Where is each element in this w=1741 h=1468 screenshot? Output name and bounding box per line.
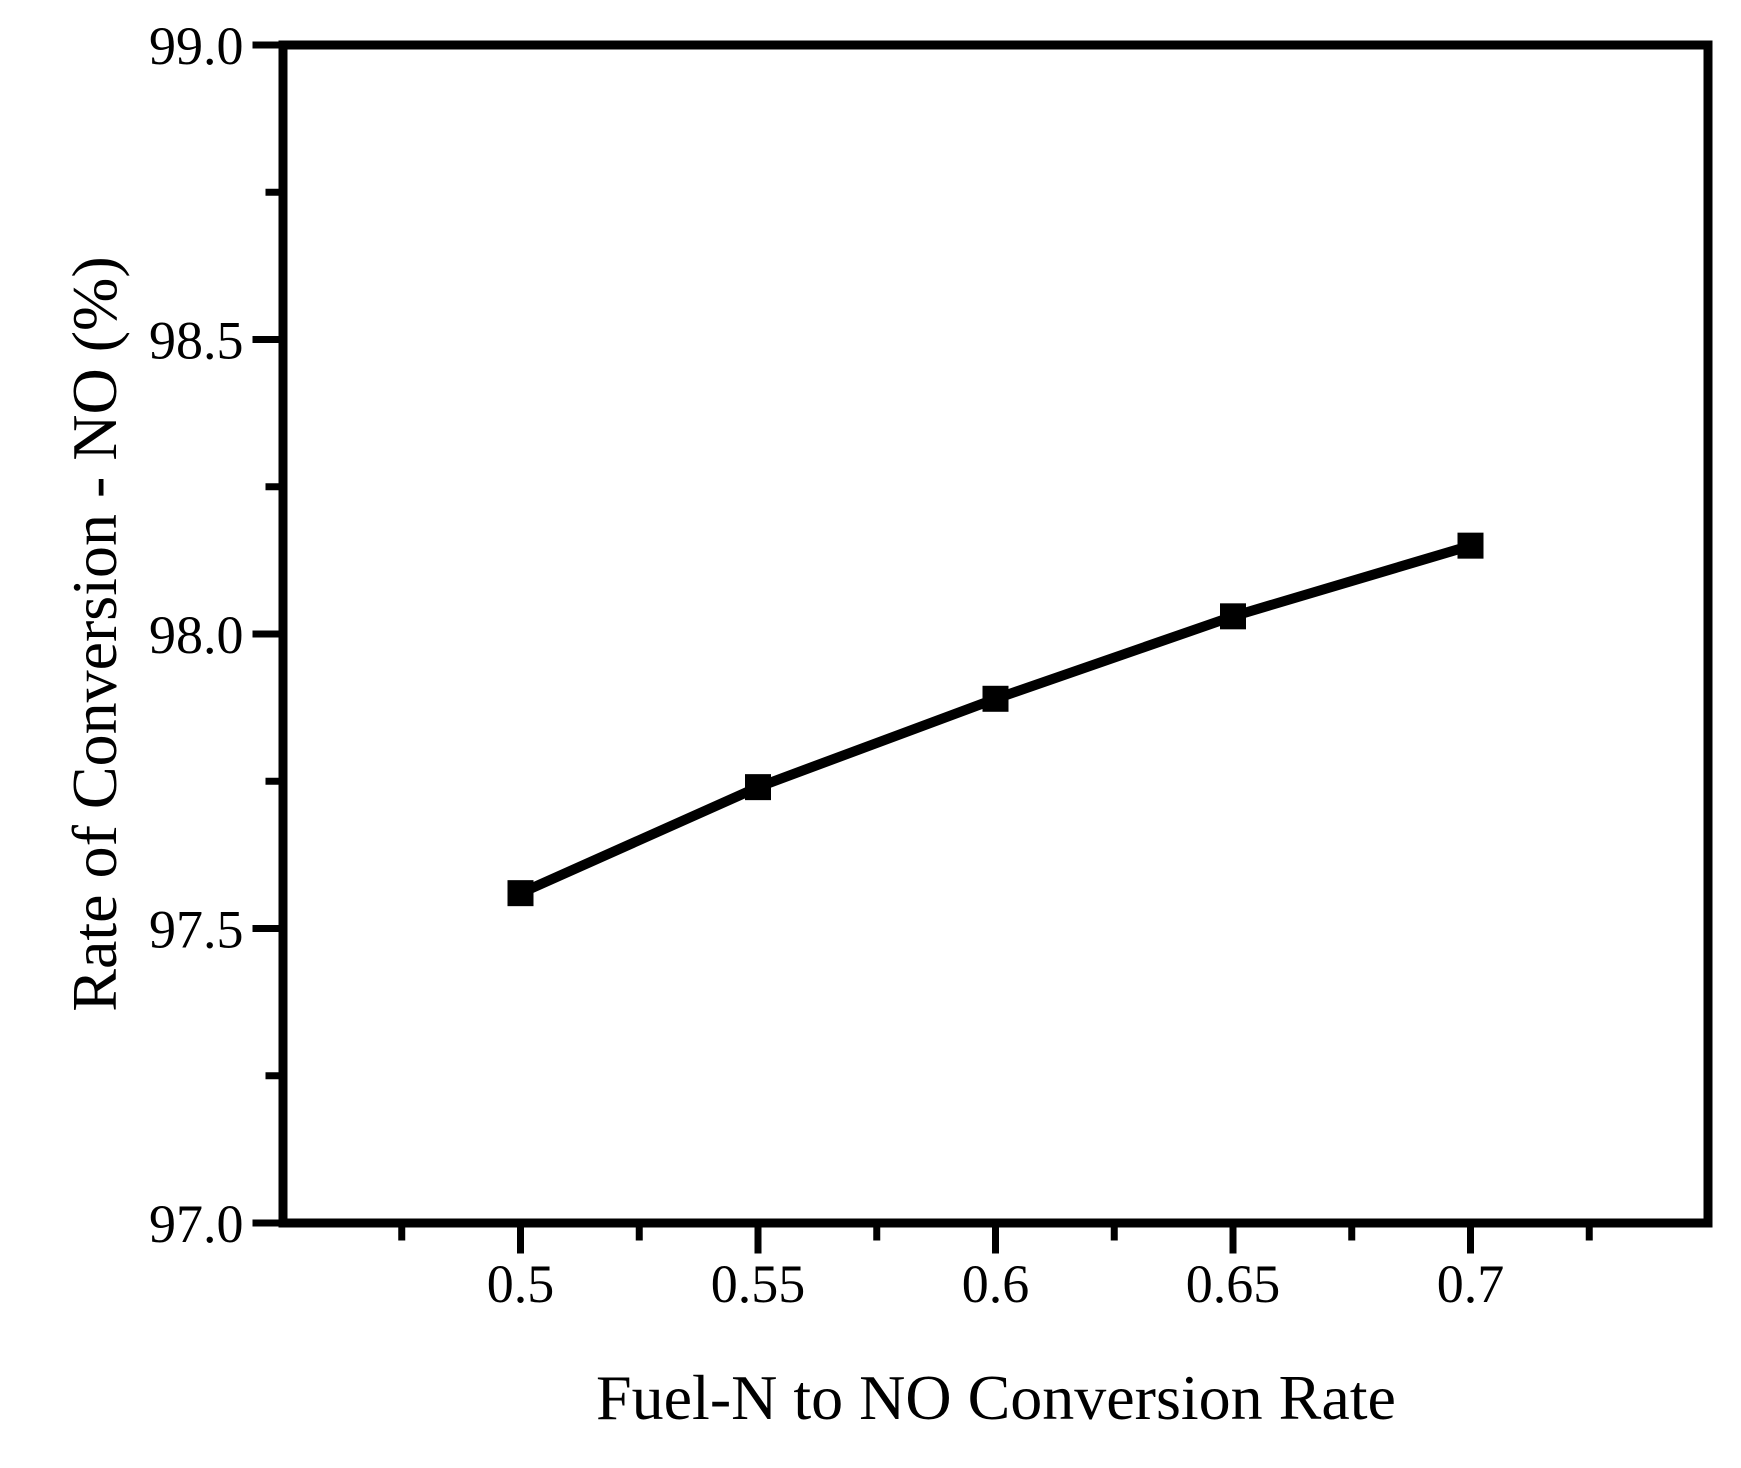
x-axis-title: Fuel-N to NO Conversion Rate <box>596 1362 1396 1433</box>
x-tick-label: 0.5 <box>487 1254 555 1314</box>
x-tick-label: 0.65 <box>1186 1254 1281 1314</box>
x-tick-label: 0.6 <box>962 1254 1030 1314</box>
data-line <box>518 540 1472 898</box>
data-point-marker <box>1220 603 1246 630</box>
data-point-marker <box>982 685 1009 712</box>
y-tick-label: 98.0 <box>149 605 244 665</box>
y-tick-label: 99.0 <box>149 16 244 76</box>
y-axis-title: Rate of Conversion - NO (%) <box>59 256 130 1012</box>
data-point-marker <box>1457 532 1484 559</box>
plot-border <box>278 40 1713 1228</box>
x-tick-label: 0.7 <box>1437 1254 1505 1314</box>
data-point-marker <box>507 880 534 907</box>
data-point-marker <box>745 774 771 801</box>
y-tick-label: 97.5 <box>149 900 244 960</box>
y-tick-label: 98.5 <box>149 311 244 371</box>
x-tick-label: 0.55 <box>711 1254 806 1314</box>
y-tick-label: 97.0 <box>149 1194 244 1254</box>
